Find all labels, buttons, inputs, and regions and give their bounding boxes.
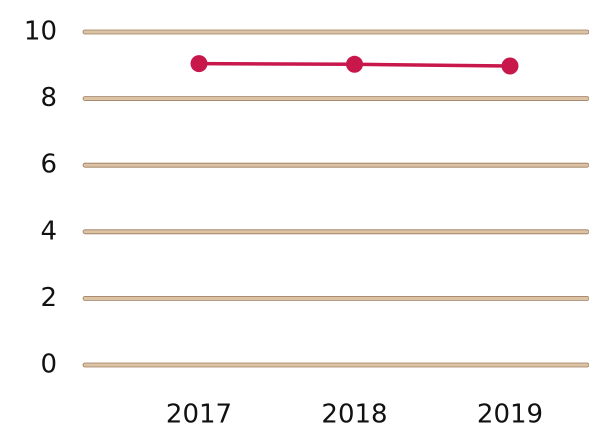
data-point bbox=[346, 55, 363, 73]
x-tick-label: 2018 bbox=[321, 400, 387, 430]
y-tick-label: 6 bbox=[40, 150, 57, 180]
data-point bbox=[501, 57, 519, 75]
y-tick-label: 4 bbox=[40, 216, 57, 246]
grid-line bbox=[82, 162, 589, 168]
grid-line bbox=[82, 362, 589, 368]
y-tick-label: 2 bbox=[40, 283, 57, 313]
grid-line bbox=[82, 96, 589, 101]
y-tick-label: 8 bbox=[40, 83, 57, 113]
y-tick-label: 10 bbox=[24, 17, 57, 47]
data-point bbox=[190, 55, 208, 73]
grid-line bbox=[82, 229, 589, 235]
x-tick-label: 2017 bbox=[166, 400, 232, 430]
y-tick-label: 0 bbox=[40, 350, 57, 380]
grid-line bbox=[82, 296, 589, 301]
x-tick-label: 2019 bbox=[477, 400, 543, 430]
grid-line bbox=[82, 29, 589, 35]
